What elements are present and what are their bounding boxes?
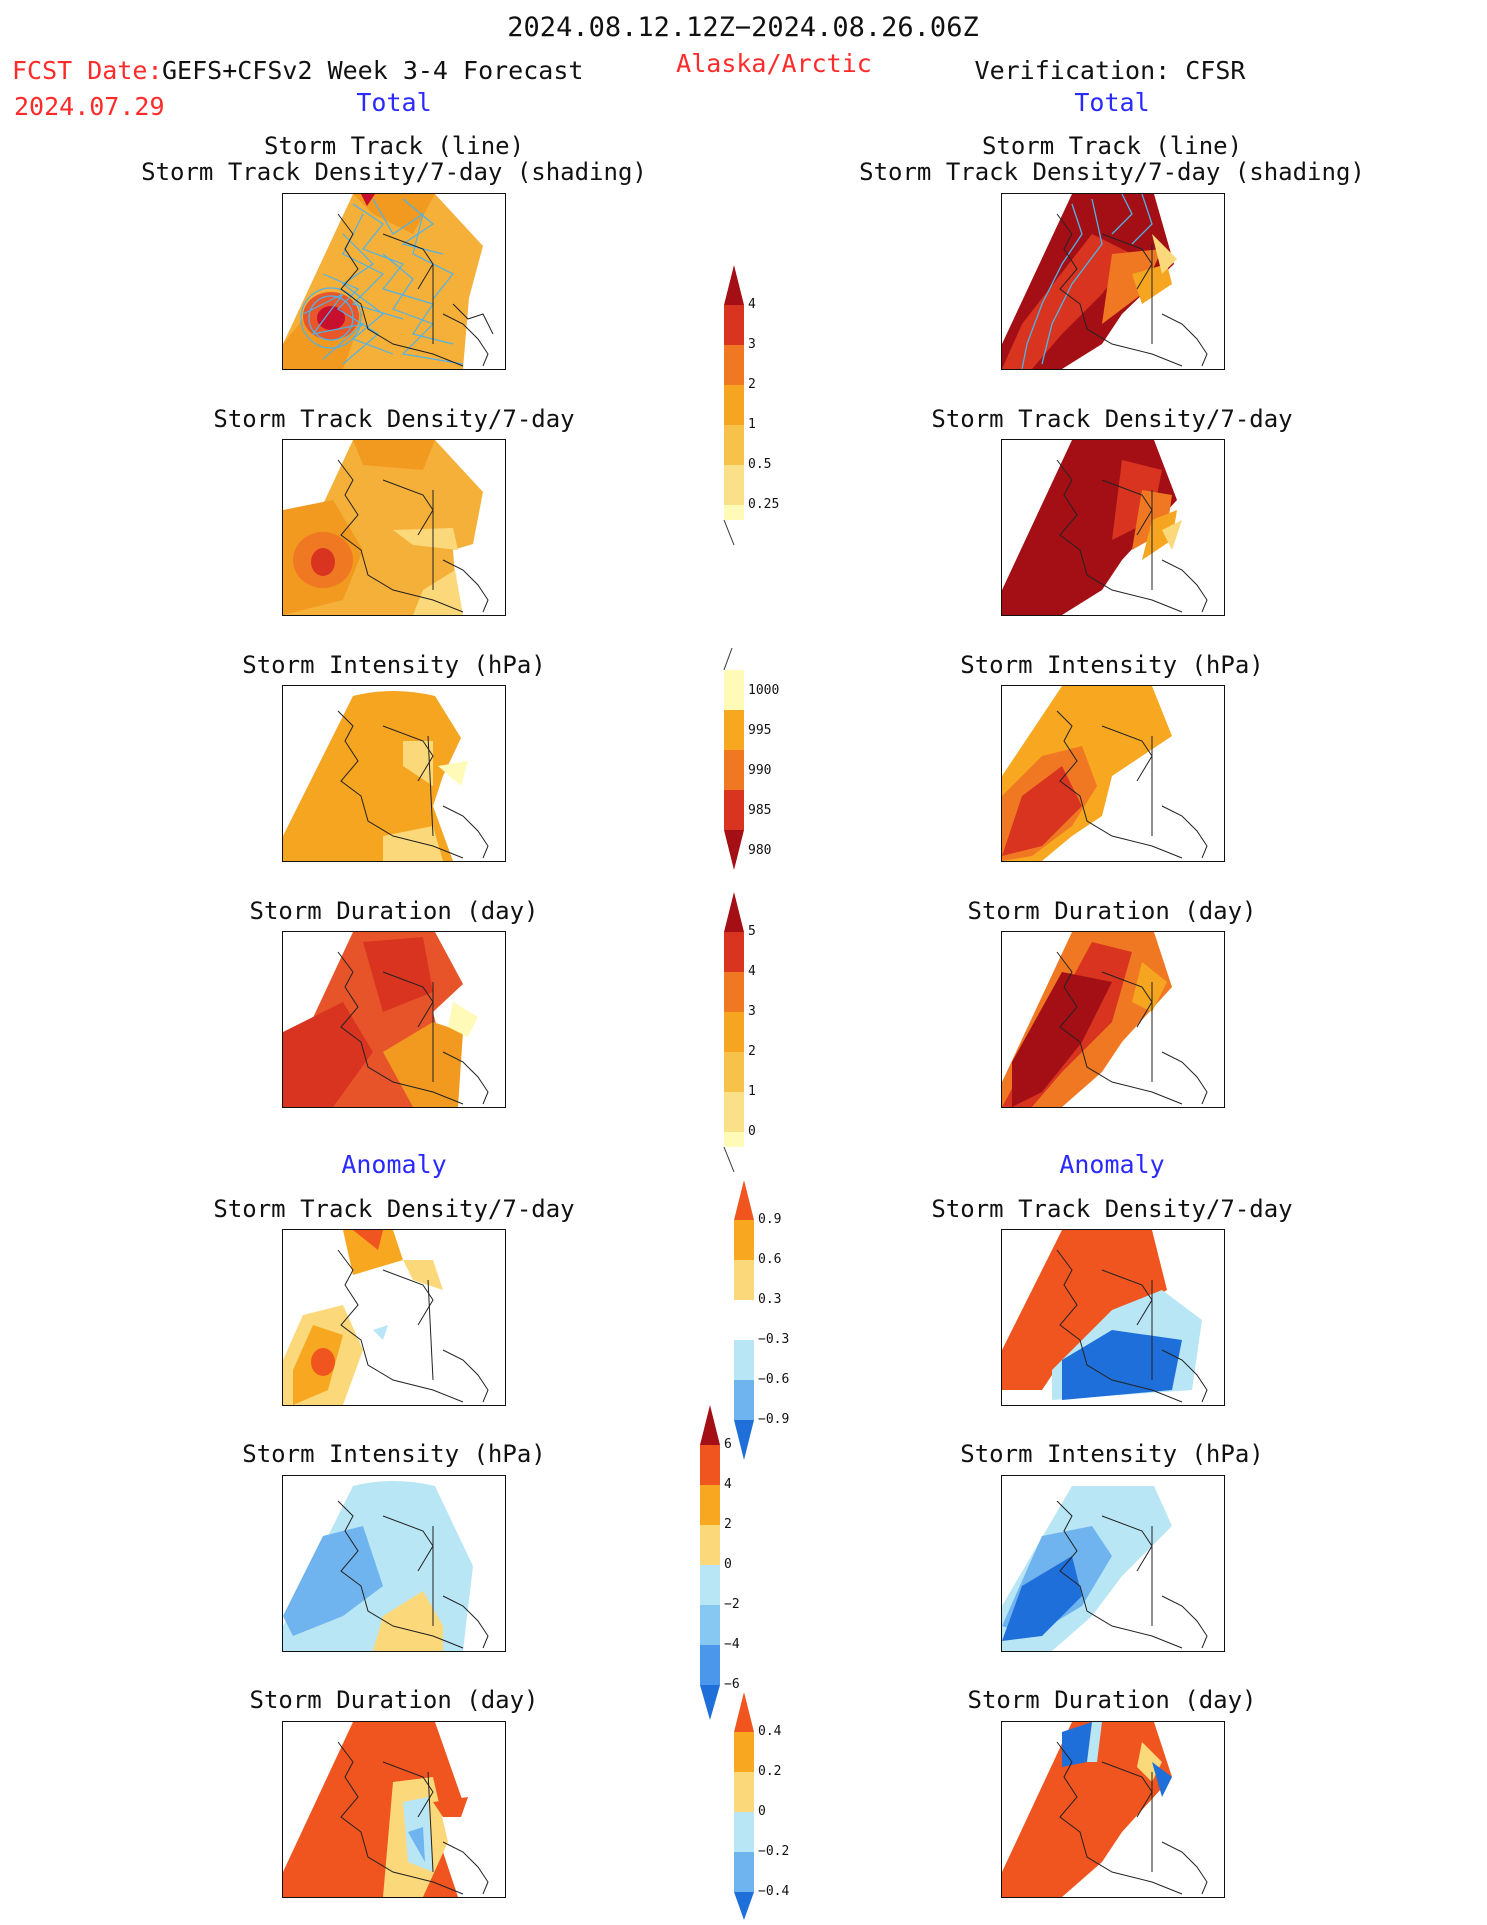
map-duration-forecast bbox=[282, 931, 506, 1108]
cb3-label-6: 0 bbox=[748, 1124, 756, 1139]
map-intensity-cfsr bbox=[1001, 685, 1225, 862]
section-anomaly-right: Anomaly bbox=[1059, 1150, 1165, 1179]
cb5-label-3: 2 bbox=[724, 1517, 732, 1532]
verification-title: Verification: CFSR bbox=[974, 56, 1246, 85]
title-anom-duration-left: Storm Duration (day) bbox=[249, 1686, 539, 1714]
title-anom-intensity-left: Storm Intensity (hPa) bbox=[242, 1440, 546, 1468]
model-title: GEFS+CFSv2 Week 3-4 Forecast bbox=[162, 56, 584, 85]
cb3-label-2: 4 bbox=[748, 964, 756, 979]
cb1-label-2: 3 bbox=[748, 337, 756, 352]
cb6-label-1: 0.4 bbox=[758, 1724, 782, 1739]
colorbar-total-intensity bbox=[723, 647, 744, 888]
title-anom-duration-right: Storm Duration (day) bbox=[967, 1686, 1257, 1714]
map-duration-cfsr bbox=[1001, 931, 1225, 1108]
title-track-shading-right: Storm Track Density/7-day (shading) bbox=[859, 158, 1365, 186]
cb5-label-1: 6 bbox=[724, 1437, 732, 1452]
cb2-label-2: 995 bbox=[748, 723, 772, 738]
map-anom-duration-cfsr bbox=[1001, 1721, 1225, 1898]
cb5-label-7: −6 bbox=[724, 1677, 740, 1692]
map-anom-density-forecast bbox=[282, 1229, 506, 1406]
title-intensity-left: Storm Intensity (hPa) bbox=[242, 651, 546, 679]
region-title: Alaska/Arctic bbox=[676, 49, 872, 78]
cb4-label-2: 0.6 bbox=[758, 1252, 782, 1267]
title-density-left: Storm Track Density/7-day bbox=[213, 405, 575, 433]
cb1-label-3: 2 bbox=[748, 377, 756, 392]
cb4-label-4: −0.3 bbox=[758, 1332, 790, 1347]
map-track-cfsr bbox=[1001, 193, 1225, 370]
cb3-label-4: 2 bbox=[748, 1044, 756, 1059]
cb2-label-5: 980 bbox=[748, 843, 772, 858]
cb6-label-4: −0.2 bbox=[758, 1844, 790, 1859]
colorbar-anom-duration bbox=[734, 1692, 754, 1922]
title-duration-right: Storm Duration (day) bbox=[967, 897, 1257, 925]
cb5-label-5: −2 bbox=[724, 1597, 740, 1612]
title-intensity-right: Storm Intensity (hPa) bbox=[960, 651, 1264, 679]
map-intensity-forecast bbox=[282, 685, 506, 862]
colorbar-anom-intensity bbox=[700, 1405, 720, 1725]
cb4-label-5: −0.6 bbox=[758, 1372, 790, 1387]
map-density-cfsr bbox=[1001, 439, 1225, 616]
cb5-label-6: −4 bbox=[724, 1637, 740, 1652]
cb5-label-2: 4 bbox=[724, 1477, 732, 1492]
section-total-left: Total bbox=[356, 88, 432, 117]
colorbar-total-duration bbox=[723, 892, 744, 1173]
section-anomaly-left: Anomaly bbox=[341, 1150, 447, 1179]
cb6-label-2: 0.2 bbox=[758, 1764, 782, 1779]
date-range-title: 2024.08.12.12Z−2024.08.26.06Z bbox=[507, 12, 979, 43]
title-density-right: Storm Track Density/7-day bbox=[931, 405, 1293, 433]
title-track-line-right: Storm Track (line) bbox=[981, 132, 1243, 160]
colorbar-anom-density bbox=[734, 1180, 754, 1460]
title-anom-density-right: Storm Track Density/7-day bbox=[931, 1195, 1293, 1223]
cb3-label-5: 1 bbox=[748, 1084, 756, 1099]
fcst-date-label: FCST Date: bbox=[12, 56, 163, 85]
fcst-date-value: 2024.07.29 bbox=[14, 92, 165, 121]
title-anom-intensity-right: Storm Intensity (hPa) bbox=[960, 1440, 1264, 1468]
cb4-label-3: 0.3 bbox=[758, 1292, 782, 1307]
map-density-forecast bbox=[282, 439, 506, 616]
map-anom-density-cfsr bbox=[1001, 1229, 1225, 1406]
cb1-label-1: 4 bbox=[748, 297, 756, 312]
title-duration-left: Storm Duration (day) bbox=[249, 897, 539, 925]
map-track-forecast bbox=[282, 193, 506, 370]
cb2-label-4: 985 bbox=[748, 803, 772, 818]
cb1-label-6: 0.25 bbox=[748, 497, 780, 512]
cb6-label-3: 0 bbox=[758, 1804, 766, 1819]
cb3-label-3: 3 bbox=[748, 1004, 756, 1019]
cb3-label-1: 5 bbox=[748, 924, 756, 939]
title-track-shading-left: Storm Track Density/7-day (shading) bbox=[141, 158, 647, 186]
cb5-label-4: 0 bbox=[724, 1557, 732, 1572]
title-anom-density-left: Storm Track Density/7-day bbox=[213, 1195, 575, 1223]
cb4-label-1: 0.9 bbox=[758, 1212, 782, 1227]
cb2-label-1: 1000 bbox=[748, 683, 780, 698]
cb1-label-4: 1 bbox=[748, 417, 756, 432]
map-anom-duration-forecast bbox=[282, 1721, 506, 1898]
cb1-label-5: 0.5 bbox=[748, 457, 772, 472]
cb4-label-6: −0.9 bbox=[758, 1412, 790, 1427]
map-anom-intensity-forecast bbox=[282, 1475, 506, 1652]
map-anom-intensity-cfsr bbox=[1001, 1475, 1225, 1652]
section-total-right: Total bbox=[1074, 88, 1150, 117]
cb2-label-3: 990 bbox=[748, 763, 772, 778]
title-track-line-left: Storm Track (line) bbox=[263, 132, 525, 160]
cb6-label-5: −0.4 bbox=[758, 1884, 790, 1899]
colorbar-total-density bbox=[723, 265, 744, 546]
